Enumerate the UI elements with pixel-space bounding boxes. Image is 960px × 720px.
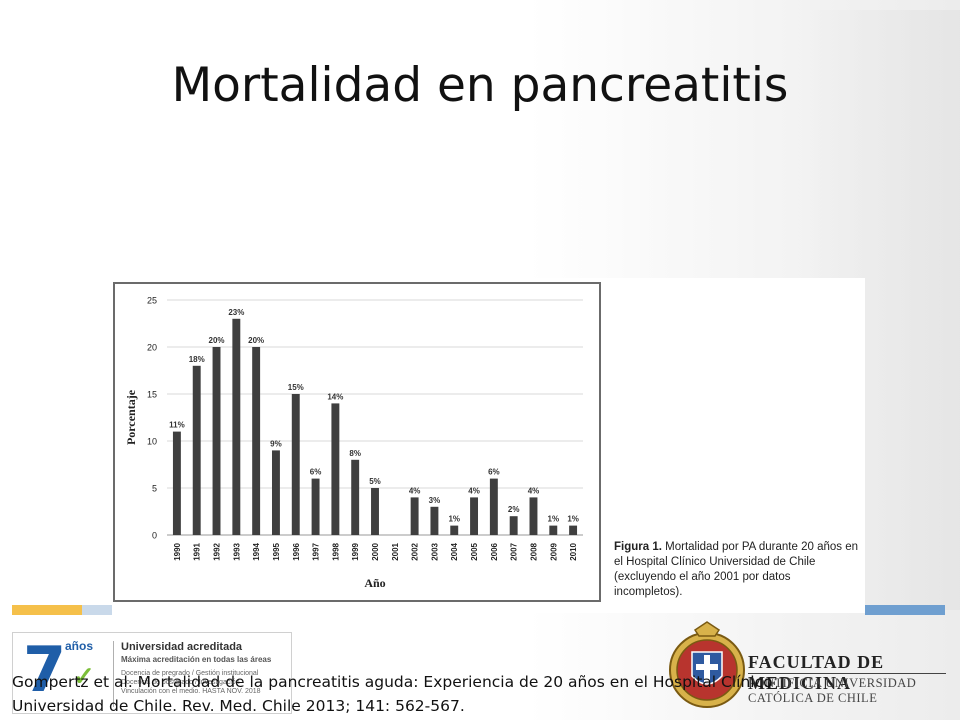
bar-2006 [489,478,498,535]
data-label: 4% [409,486,421,495]
data-label: 6% [488,468,500,477]
data-label: 15% [288,383,304,392]
bar-2007 [509,516,518,535]
bar-2004 [450,525,459,535]
data-label: 4% [528,486,540,495]
y-tick-label: 0 [152,531,157,541]
slide-title: Mortalidad en pancreatitis [171,58,789,113]
bar-1991 [192,365,201,535]
accreditation-years-word: años [65,639,94,653]
data-label: 20% [248,336,264,345]
x-tick-label: 1993 [232,542,241,560]
bar-2010 [569,525,578,535]
data-label: 8% [349,449,361,458]
cna-check-icon: ✓ [73,661,95,691]
university-line: PONTIFICIA UNIVERSIDAD [748,676,917,690]
bar-1997 [311,478,320,535]
y-tick-label: 15 [147,390,157,400]
data-label: 1% [548,515,560,524]
x-axis-title: Año [364,576,385,590]
accent-stripe-orange [12,605,82,615]
figure-caption: Figura 1. Mortalidad por PA durante 20 a… [614,540,859,600]
x-tick-label: 2004 [450,542,459,560]
x-tick-label: 2005 [470,542,479,560]
data-label: 4% [468,486,480,495]
accreditation-divider [113,641,114,707]
caption-label: Figura 1. [614,541,662,553]
accreditation-details: Docencia de pregrado / Gestión instituci… [121,669,261,696]
university-name: PONTIFICIA UNIVERSIDAD CATÓLICA DE CHILE [748,676,916,706]
accent-stripe-lightblue [82,605,112,615]
data-label: 2% [508,505,520,514]
mortality-bar-chart: 0 5 10 15 20 25 11% 1990 18% 1991 20% 1992 23% 1993 20… [124,296,583,590]
faculty-name: FACULTAD DE MEDICINA [748,652,885,693]
x-tick-label: 1995 [272,542,281,560]
bar-1994 [252,347,261,535]
accreditation-subheading: Máxima acreditación en todas las áreas [121,655,272,664]
data-label: 23% [228,308,244,317]
x-tick-label: 1990 [173,542,182,560]
bar-2008 [529,497,538,535]
bar-1999 [351,459,360,535]
y-tick-label: 20 [147,343,157,353]
accreditation-number: 7 [23,633,67,706]
bar-1993 [232,318,241,535]
x-tick-label: 1996 [292,542,301,560]
y-tick-label: 10 [147,437,157,447]
data-label: 1% [448,515,460,524]
university-line: CATÓLICA DE CHILE [748,691,878,705]
data-label: 3% [429,496,441,505]
accreditation-line: Docencia de postgrado / Investigación [121,679,240,686]
bar-2009 [549,525,558,535]
data-label: 20% [209,336,225,345]
citation-line: Gompertz et al. Mortalidad de la pancrea… [12,673,773,691]
bar-1995 [271,450,280,535]
x-tick-label: 1998 [331,542,340,560]
university-crest-icon [669,621,745,708]
faculty-divider [748,673,946,674]
x-tick-label: 1991 [193,542,202,560]
x-tick-label: 1999 [351,542,360,560]
y-tick-label: 5 [152,484,157,494]
y-axis-title: Porcentaje [124,389,138,445]
data-label: 18% [189,355,205,364]
x-tick-label: 1997 [312,542,321,560]
x-tick-label: 2006 [490,542,499,560]
x-tick-label: 2010 [569,542,578,560]
y-tick-label: 25 [147,296,157,306]
data-label: 6% [310,468,322,477]
x-tick-label: 2001 [391,542,400,560]
citation-reference: Gompertz et al. Mortalidad de la pancrea… [12,670,872,718]
data-label: 11% [169,421,185,430]
bar-1996 [291,394,300,535]
accreditation-line: Docencia de pregrado / Gestión instituci… [121,670,259,677]
x-tick-label: 1994 [252,542,261,560]
accent-stripe-blue [865,605,945,615]
accreditation-line: Vinculación con el medio. HASTA NOV. 201… [121,688,261,695]
caption-text: Mortalidad por PA durante 20 años en el … [614,541,859,598]
x-tick-label: 2002 [411,542,420,560]
bar-1998 [331,403,340,535]
accreditation-heading: Universidad acreditada [121,641,243,653]
x-tick-label: 2007 [510,542,519,560]
bar-1992 [212,347,221,535]
bar-2000 [371,488,379,535]
x-tick-label: 2000 [371,542,380,560]
x-tick-label: 2008 [529,542,538,560]
bar-1990 [172,431,181,535]
data-label: 1% [567,515,579,524]
bar-2003 [430,506,439,535]
bar-2005 [470,497,479,535]
bar-2002 [410,497,419,535]
x-tick-label: 2003 [430,542,439,560]
data-label: 14% [327,392,343,401]
x-tick-label: 2009 [549,542,558,560]
data-label: 5% [369,477,381,486]
data-label: 9% [270,439,282,448]
citation-line: Universidad de Chile. Rev. Med. Chile 20… [12,697,465,715]
x-tick-label: 1992 [213,542,222,560]
accreditation-logo: 7 años ✓ Universidad acreditada Máxima a… [12,632,292,714]
